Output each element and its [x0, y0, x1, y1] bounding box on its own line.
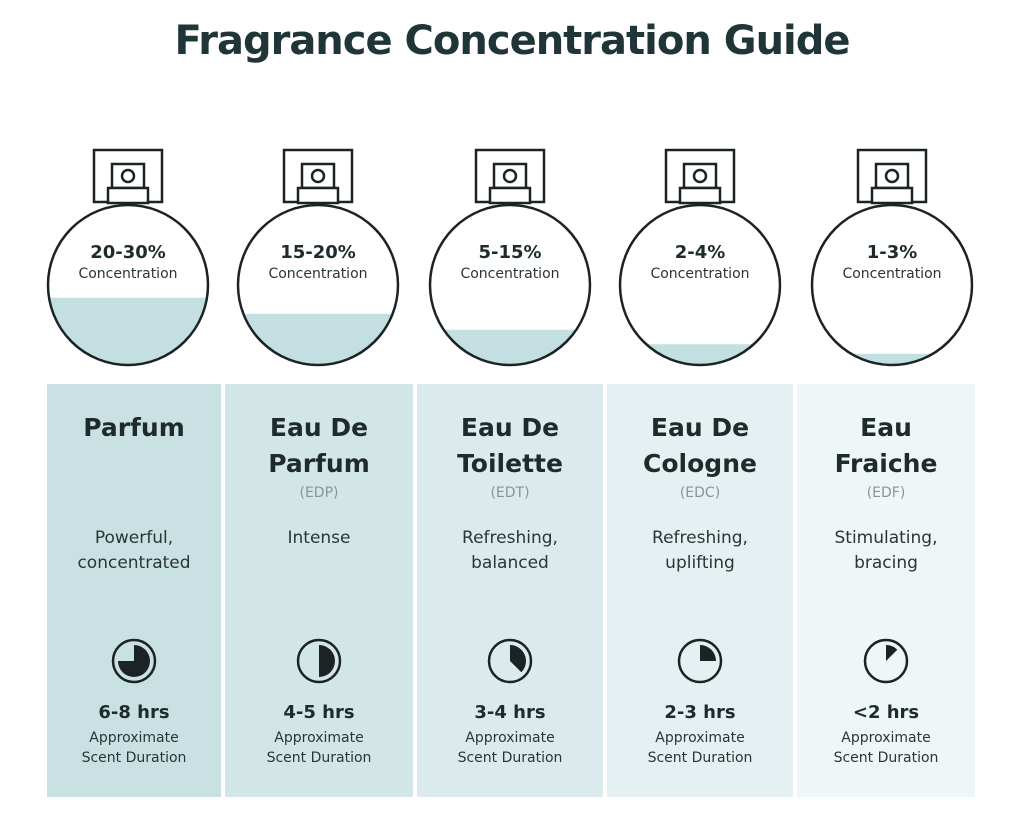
bottle-icon: [46, 148, 210, 367]
type-abbreviation: (EDP): [299, 485, 339, 501]
type-description: Powerful, concentrated: [47, 526, 221, 576]
type-name-line: Eau De: [650, 413, 750, 442]
type-name: Eau De Cologne: [607, 410, 793, 482]
duration-label: Approximate Scent Duration: [607, 728, 793, 768]
duration-label: Approximate Scent Duration: [47, 728, 221, 768]
type-description: Refreshing, uplifting: [607, 526, 793, 576]
clock-icon: [111, 638, 157, 684]
type-description: Intense: [225, 526, 413, 551]
column-eau-de-toilette: Eau De Toilette (EDT) Refreshing, balanc…: [417, 384, 603, 797]
description-line: Intense: [287, 528, 351, 548]
column-eau-fraiche: Eau Fraiche (EDF) Stimulating, bracing <…: [797, 384, 975, 797]
type-name-line: Fraiche: [834, 449, 938, 478]
duration-hours: 4-5 hrs: [283, 702, 355, 723]
concentration-label: Concentration: [842, 266, 942, 282]
description-line: balanced: [471, 553, 549, 573]
type-name-line: Cologne: [643, 449, 757, 478]
concentration-label: Concentration: [78, 266, 178, 282]
description-line: Refreshing,: [652, 528, 748, 548]
clock-icon: [677, 638, 723, 684]
duration-label-line: Scent Duration: [457, 750, 563, 766]
type-description: Stimulating, bracing: [797, 526, 975, 576]
type-name-line: Eau De: [460, 413, 560, 442]
duration-hours: 6-8 hrs: [98, 702, 170, 723]
concentration-label: Concentration: [460, 266, 560, 282]
column-eau-de-parfum: Eau De Parfum (EDP) Intense 4-5 hrs Appr…: [225, 384, 413, 797]
duration-hours: 3-4 hrs: [474, 702, 546, 723]
type-description: Refreshing, balanced: [417, 526, 603, 576]
bottle-row: 20-30% Concentration 15-20% Concentratio…: [0, 140, 1024, 370]
type-abbreviation: (EDC): [679, 485, 721, 501]
type-name: Parfum: [47, 410, 221, 446]
description-line: Stimulating,: [834, 528, 938, 548]
column-eau-de-cologne: Eau De Cologne (EDC) Refreshing, uplifti…: [607, 384, 793, 797]
duration-label-line: Approximate: [841, 730, 931, 746]
description-line: concentrated: [77, 553, 191, 573]
concentration-label: Concentration: [268, 266, 368, 282]
description-line: Refreshing,: [462, 528, 558, 548]
duration-label-line: Scent Duration: [266, 750, 372, 766]
type-name-line: Parfum: [268, 449, 370, 478]
type-name: Eau De Parfum: [225, 410, 413, 482]
type-columns: Parfum Powerful, concentrated 6-8 hrs Ap…: [47, 384, 975, 797]
bottle-parfum: 20-30% Concentration: [38, 140, 218, 370]
type-abbreviation: (EDF): [866, 485, 906, 501]
concentration-percent: 15-20%: [280, 242, 356, 263]
concentration-percent: 20-30%: [90, 242, 166, 263]
clock-icon: [296, 638, 342, 684]
concentration-percent: 1-3%: [866, 242, 918, 263]
duration-label-line: Approximate: [465, 730, 555, 746]
type-name-line: Toilette: [457, 449, 563, 478]
duration-label-line: Approximate: [89, 730, 179, 746]
duration-label-line: Approximate: [274, 730, 364, 746]
type-abbreviation: (EDT): [490, 485, 530, 501]
bottle-eau-fraiche: 1-3% Concentration: [802, 140, 982, 370]
clock-icon: [487, 638, 533, 684]
description-line: bracing: [854, 553, 918, 573]
bottle-icon: [618, 148, 782, 367]
bottle-eau-de-cologne: 2-4% Concentration: [610, 140, 790, 370]
duration-hours: 2-3 hrs: [664, 702, 736, 723]
clock-icon: [863, 638, 909, 684]
type-name: Eau Fraiche: [797, 410, 975, 482]
bottle-eau-de-parfum: 15-20% Concentration: [228, 140, 408, 370]
concentration-percent: 5-15%: [478, 242, 542, 263]
description-line: Powerful,: [94, 528, 174, 548]
duration-label-line: Scent Duration: [81, 750, 187, 766]
bottle-icon: [810, 148, 974, 367]
type-name: Eau De Toilette: [417, 410, 603, 482]
bottle-eau-de-toilette: 5-15% Concentration: [420, 140, 600, 370]
column-parfum: Parfum Powerful, concentrated 6-8 hrs Ap…: [47, 384, 221, 797]
type-name-line: Eau: [860, 413, 912, 442]
type-name-line: Parfum: [83, 413, 185, 442]
duration-label-line: Scent Duration: [647, 750, 753, 766]
concentration-label: Concentration: [650, 266, 750, 282]
duration-label-line: Scent Duration: [833, 750, 939, 766]
page-title: Fragrance Concentration Guide: [174, 18, 850, 64]
bottle-icon: [236, 148, 400, 367]
duration-label: Approximate Scent Duration: [797, 728, 975, 768]
duration-label: Approximate Scent Duration: [417, 728, 603, 768]
duration-label: Approximate Scent Duration: [225, 728, 413, 768]
duration-label-line: Approximate: [655, 730, 745, 746]
duration-hours: <2 hrs: [852, 702, 920, 723]
bottle-icon: [428, 148, 592, 367]
concentration-percent: 2-4%: [674, 242, 726, 263]
description-line: uplifting: [665, 553, 735, 573]
type-name-line: Eau De: [269, 413, 369, 442]
